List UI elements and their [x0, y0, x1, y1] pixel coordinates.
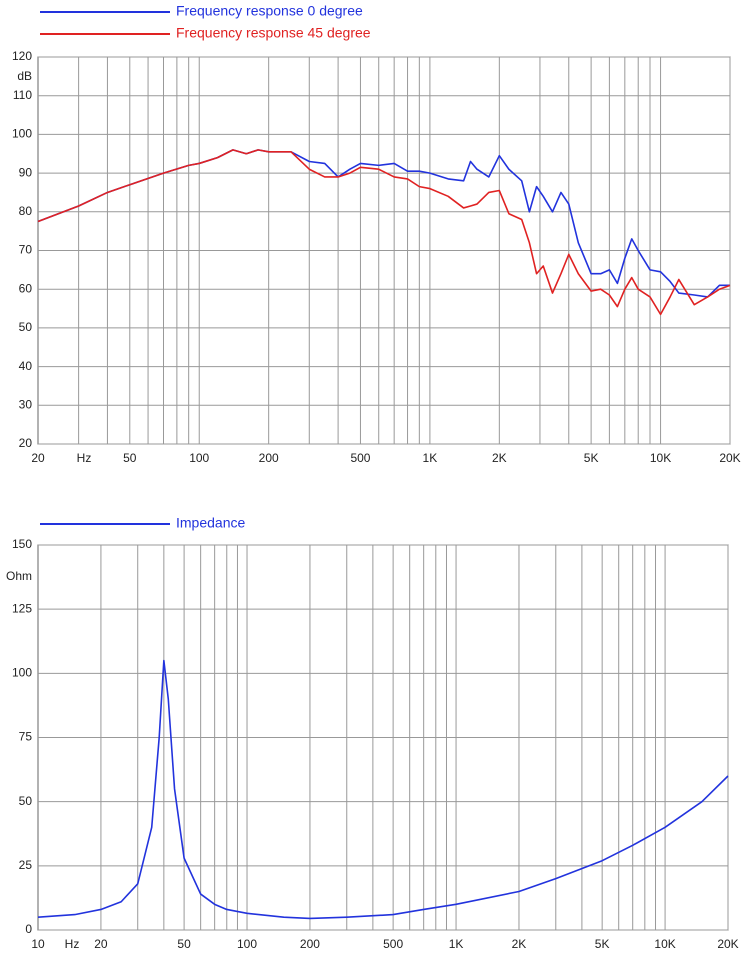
y-tick-label: 40 [19, 359, 33, 373]
series-line [37, 149, 731, 316]
x-tick-label: 20 [94, 937, 108, 951]
y-tick-label: 125 [12, 601, 32, 615]
x-tick-label: 2K [512, 937, 527, 951]
y-tick-label: 30 [19, 397, 33, 411]
x-tick-label: 20 [31, 451, 45, 465]
y-tick-label: 150 [12, 537, 32, 551]
y-tick-label: 80 [19, 204, 33, 218]
x-tick-label: 500 [383, 937, 403, 951]
y-tick-label: 20 [19, 436, 33, 450]
y-tick-label: 50 [19, 794, 33, 808]
x-tick-label: 10 [31, 937, 45, 951]
x-tick-label: 1K [449, 937, 464, 951]
x-tick-label: 20K [719, 451, 740, 465]
x-tick-label: 500 [350, 451, 370, 465]
x-tick-label: 200 [300, 937, 320, 951]
y-tick-label: 100 [12, 127, 32, 141]
x-axis-label: Hz [77, 451, 92, 465]
series-line [37, 659, 729, 920]
x-axis-label: Hz [65, 937, 80, 951]
x-tick-label: 5K [595, 937, 610, 951]
y-tick-label: 110 [13, 88, 32, 102]
y-tick-label: 70 [19, 243, 33, 257]
x-tick-label: 10K [654, 937, 675, 951]
y-tick-label: 100 [12, 666, 32, 680]
legend-label: Impedance [176, 515, 245, 531]
x-tick-label: 100 [189, 451, 209, 465]
x-tick-label: 10K [650, 451, 671, 465]
y-axis-label: dB [17, 69, 32, 83]
x-tick-label: 5K [584, 451, 599, 465]
legend-label: Frequency response 0 degree [176, 3, 363, 19]
y-tick-label: 50 [19, 320, 33, 334]
y-axis-label: Ohm [6, 569, 32, 583]
x-tick-label: 20K [717, 937, 738, 951]
y-tick-label: 90 [19, 165, 33, 179]
x-tick-label: 100 [237, 937, 257, 951]
x-tick-label: 2K [492, 451, 507, 465]
y-tick-label: 0 [25, 922, 32, 936]
y-tick-label: 25 [19, 858, 33, 872]
y-tick-label: 60 [19, 281, 33, 295]
x-tick-label: 1K [423, 451, 438, 465]
y-tick-label: 75 [19, 730, 33, 744]
x-tick-label: 50 [123, 451, 137, 465]
x-tick-label: 200 [259, 451, 279, 465]
legend-label: Frequency response 45 degree [176, 25, 371, 41]
x-tick-label: 50 [177, 937, 191, 951]
y-tick-label: 120 [12, 49, 32, 63]
